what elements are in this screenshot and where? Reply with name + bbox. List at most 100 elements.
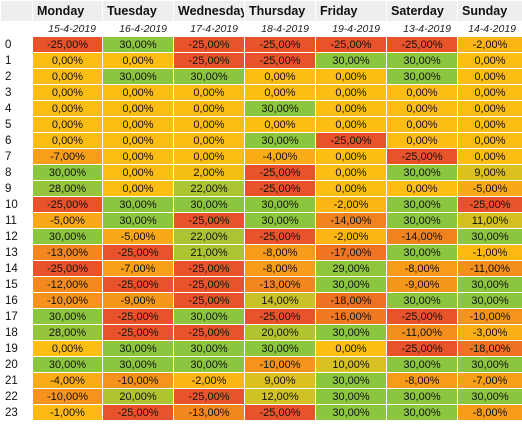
table-cell[interactable]: -25,00% (102, 324, 174, 341)
row-index[interactable]: 14 (0, 260, 33, 277)
table-cell[interactable]: 0,00% (386, 84, 458, 101)
date-cell[interactable]: 19-4-2019 (315, 21, 387, 37)
table-cell[interactable]: 30,00% (32, 308, 103, 325)
table-cell[interactable]: 22,00% (173, 180, 245, 197)
table-cell[interactable]: 30,00% (315, 388, 387, 405)
table-cell[interactable]: 0,00% (173, 148, 245, 165)
table-cell[interactable]: 11,00% (457, 212, 522, 229)
table-cell[interactable]: -25,00% (386, 36, 458, 53)
table-cell[interactable]: 30,00% (386, 404, 458, 421)
row-index[interactable]: 0 (0, 36, 33, 53)
table-cell[interactable]: 30,00% (386, 164, 458, 181)
table-cell[interactable]: -25,00% (173, 324, 245, 341)
table-cell[interactable]: -13,00% (173, 404, 245, 421)
table-cell[interactable]: -2,00% (173, 372, 245, 389)
table-cell[interactable]: 30,00% (244, 340, 316, 357)
row-index[interactable]: 5 (0, 116, 33, 133)
table-cell[interactable]: 30,00% (386, 244, 458, 261)
table-cell[interactable]: -2,00% (315, 196, 387, 213)
row-index[interactable]: 1 (0, 52, 33, 69)
table-cell[interactable]: 30,00% (457, 276, 522, 293)
column-header-friday[interactable]: Friday (315, 0, 387, 22)
table-cell[interactable]: -25,00% (102, 276, 174, 293)
column-header-wednesday[interactable]: Wednesday (173, 0, 245, 22)
table-cell[interactable]: 0,00% (102, 100, 174, 117)
table-cell[interactable]: -14,00% (386, 228, 458, 245)
table-cell[interactable]: 12,00% (244, 388, 316, 405)
table-cell[interactable]: -25,00% (244, 180, 316, 197)
date-cell[interactable]: 18-4-2019 (244, 21, 316, 37)
table-cell[interactable]: 0,00% (173, 132, 245, 149)
row-index[interactable]: 15 (0, 276, 33, 293)
table-cell[interactable]: -25,00% (244, 164, 316, 181)
table-cell[interactable]: 9,00% (244, 372, 316, 389)
table-cell[interactable]: -8,00% (457, 404, 522, 421)
table-cell[interactable]: 0,00% (457, 68, 522, 85)
row-index[interactable]: 18 (0, 324, 33, 341)
table-cell[interactable]: -25,00% (315, 36, 387, 53)
row-index[interactable]: 10 (0, 196, 33, 213)
table-cell[interactable]: 0,00% (457, 132, 522, 149)
table-cell[interactable]: -25,00% (244, 308, 316, 325)
table-cell[interactable]: 30,00% (244, 100, 316, 117)
row-index[interactable]: 9 (0, 180, 33, 197)
table-cell[interactable]: -25,00% (102, 244, 174, 261)
table-cell[interactable]: -10,00% (244, 356, 316, 373)
row-index[interactable]: 11 (0, 212, 33, 229)
table-cell[interactable]: 0,00% (32, 68, 103, 85)
table-cell[interactable]: -10,00% (457, 308, 522, 325)
table-cell[interactable]: 0,00% (32, 116, 103, 133)
table-cell[interactable]: -8,00% (244, 260, 316, 277)
table-cell[interactable]: 0,00% (32, 132, 103, 149)
table-cell[interactable]: 0,00% (32, 52, 103, 69)
table-cell[interactable]: 0,00% (244, 116, 316, 133)
table-cell[interactable]: 0,00% (173, 84, 245, 101)
column-header-monday[interactable]: Monday (32, 0, 103, 22)
table-cell[interactable]: -25,00% (32, 196, 103, 213)
column-header-thursday[interactable]: Thursday (244, 0, 316, 22)
date-cell[interactable]: 13-4-2019 (386, 21, 458, 37)
table-cell[interactable]: -7,00% (457, 372, 522, 389)
table-cell[interactable]: -16,00% (315, 308, 387, 325)
table-cell[interactable]: -2,00% (315, 228, 387, 245)
table-cell[interactable]: 14,00% (244, 292, 316, 309)
table-cell[interactable]: 0,00% (315, 116, 387, 133)
table-cell[interactable]: 30,00% (173, 340, 245, 357)
table-cell[interactable]: 30,00% (244, 132, 316, 149)
table-cell[interactable]: 30,00% (102, 68, 174, 85)
row-index[interactable]: 19 (0, 340, 33, 357)
table-cell[interactable]: -13,00% (244, 276, 316, 293)
table-cell[interactable]: 30,00% (244, 212, 316, 229)
table-cell[interactable]: -25,00% (32, 260, 103, 277)
table-cell[interactable]: 0,00% (102, 84, 174, 101)
row-index[interactable]: 17 (0, 308, 33, 325)
table-cell[interactable]: 0,00% (32, 84, 103, 101)
row-index[interactable]: 7 (0, 148, 33, 165)
table-cell[interactable]: 0,00% (244, 84, 316, 101)
table-cell[interactable]: 30,00% (315, 324, 387, 341)
table-cell[interactable]: -25,00% (173, 52, 245, 69)
table-cell[interactable]: 21,00% (173, 244, 245, 261)
table-cell[interactable]: -25,00% (457, 196, 522, 213)
table-cell[interactable]: -5,00% (457, 180, 522, 197)
table-cell[interactable]: 0,00% (315, 148, 387, 165)
table-cell[interactable]: 0,00% (386, 100, 458, 117)
row-index[interactable]: 3 (0, 84, 33, 101)
row-index[interactable]: 23 (0, 404, 33, 421)
table-cell[interactable]: -25,00% (244, 404, 316, 421)
table-cell[interactable]: 0,00% (315, 68, 387, 85)
table-cell[interactable]: -25,00% (102, 404, 174, 421)
table-cell[interactable]: 30,00% (386, 388, 458, 405)
table-cell[interactable]: -14,00% (315, 212, 387, 229)
table-cell[interactable]: -18,00% (315, 292, 387, 309)
table-cell[interactable]: -9,00% (102, 292, 174, 309)
table-cell[interactable]: 30,00% (102, 196, 174, 213)
table-cell[interactable]: -25,00% (102, 308, 174, 325)
table-cell[interactable]: -12,00% (32, 276, 103, 293)
table-cell[interactable]: 30,00% (102, 212, 174, 229)
table-cell[interactable]: 2,00% (173, 164, 245, 181)
table-cell[interactable]: -13,00% (32, 244, 103, 261)
table-cell[interactable]: -10,00% (32, 388, 103, 405)
table-cell[interactable]: -25,00% (315, 132, 387, 149)
row-index[interactable]: 8 (0, 164, 33, 181)
